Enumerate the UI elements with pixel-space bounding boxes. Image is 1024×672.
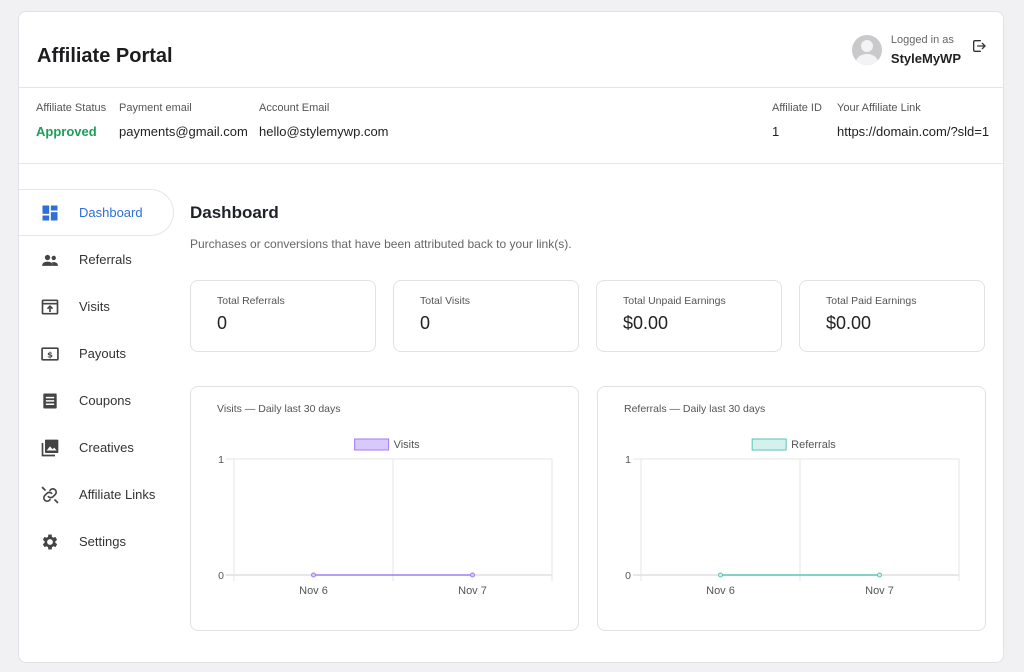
gear-icon [39, 531, 61, 553]
affiliate-link-label: Your Affiliate Link [837, 102, 921, 114]
y-tick-label: 1 [218, 454, 224, 466]
sidebar-item-settings[interactable]: Settings [19, 518, 174, 565]
logged-in-label: Logged in as [890, 34, 954, 46]
link-icon [39, 484, 61, 506]
data-point [311, 572, 316, 578]
sidebar-item-coupons[interactable]: Coupons [19, 377, 174, 424]
affiliate-info-bar: Affiliate Status Approved Payment email … [19, 88, 1003, 164]
sidebar-nav: Dashboard Referrals Visits $ Payouts Cou… [19, 189, 174, 565]
x-tick-label: Nov 7 [865, 585, 894, 597]
payment-email-label: Payment email [119, 102, 192, 114]
sidebar-item-label: Coupons [79, 393, 132, 408]
stat-card-total-referrals: Total Referrals 0 [190, 280, 376, 352]
people-icon [39, 249, 61, 271]
stat-card-total-visits: Total Visits 0 [393, 280, 579, 352]
stat-value: 0 [420, 313, 431, 333]
sidebar-item-visits[interactable]: Visits [19, 283, 174, 330]
dollar-icon: $ [39, 343, 61, 365]
stat-cards: Total Referrals 0 Total Visits 0 Total U… [190, 280, 987, 352]
stat-label: Total Referrals [217, 295, 285, 307]
chart-title: Referrals — Daily last 30 days [624, 403, 766, 415]
stat-label: Total Paid Earnings [826, 295, 917, 307]
affiliate-id: Affiliate ID 1 [772, 102, 822, 139]
sidebar-item-creatives[interactable]: Creatives [19, 424, 174, 471]
referrals-chart-card: Referrals — Daily last 30 days Referrals… [597, 386, 986, 631]
sidebar-item-referrals[interactable]: Referrals [19, 236, 174, 283]
sidebar-item-label: Payouts [79, 346, 126, 361]
header: Affiliate Portal Logged in as StyleMyWP [19, 12, 1003, 88]
data-point [877, 572, 882, 578]
visits-icon [39, 296, 61, 318]
main-content: Dashboard Purchases or conversions that … [190, 189, 987, 631]
chart-title: Visits — Daily last 30 days [217, 403, 341, 415]
x-tick-label: Nov 6 [299, 585, 328, 597]
y-tick-label: 0 [625, 570, 631, 582]
sidebar-item-payouts[interactable]: $ Payouts [19, 330, 174, 377]
affiliate-status-value: Approved [36, 124, 97, 139]
dashboard-heading: Dashboard [190, 203, 279, 222]
username: StyleMyWP [890, 51, 961, 66]
stat-value: $0.00 [623, 313, 669, 333]
stat-card-paid-earnings: Total Paid Earnings $0.00 [799, 280, 985, 352]
visits-chart: Visits 1 0 Nov 6 Nov 7 [218, 438, 553, 597]
affiliate-link-value[interactable]: https://domain.com/?sld=1 [837, 124, 990, 139]
dashboard-subtitle: Purchases or conversions that have been … [190, 237, 572, 251]
account-email-value: hello@stylemywp.com [259, 124, 389, 139]
referrals-chart: Referrals 1 0 Nov 6 Nov 7 [625, 438, 960, 597]
x-tick-label: Nov 7 [458, 585, 487, 597]
sidebar-item-label: Creatives [79, 440, 134, 455]
affiliate-link: Your Affiliate Link https://domain.com/?… [837, 102, 989, 139]
user-menu: Logged in as StyleMyWP [851, 34, 987, 66]
legend-swatch [354, 438, 390, 451]
legend-label: Visits [394, 439, 421, 451]
svg-text:$: $ [47, 349, 53, 359]
stat-card-unpaid-earnings: Total Unpaid Earnings $0.00 [596, 280, 782, 352]
data-point [470, 572, 475, 578]
image-icon [39, 437, 61, 459]
sidebar-item-dashboard[interactable]: Dashboard [19, 189, 174, 236]
sidebar-item-label: Affiliate Links [79, 487, 156, 502]
charts-row: Visits — Daily last 30 days Visits 1 0 Nov … [190, 386, 987, 631]
affiliate-status: Affiliate Status Approved [36, 102, 106, 139]
sidebar-item-label: Visits [79, 299, 110, 314]
x-tick-label: Nov 6 [706, 585, 735, 597]
coupon-icon [39, 390, 61, 412]
user-info: Logged in as StyleMyWP [891, 34, 961, 66]
legend-swatch [751, 438, 787, 451]
portal-frame: Affiliate Portal Logged in as StyleMyWP … [18, 11, 1004, 663]
avatar[interactable] [851, 35, 882, 65]
affiliate-id-value: 1 [772, 124, 780, 139]
account-email-label: Account Email [259, 102, 330, 114]
sidebar-item-label: Dashboard [79, 205, 143, 220]
stat-value: $0.00 [826, 313, 872, 333]
payment-email-value: payments@gmail.com [119, 124, 248, 139]
data-point [718, 572, 723, 578]
visits-chart-card: Visits — Daily last 30 days Visits 1 0 Nov … [190, 386, 579, 631]
stat-label: Total Unpaid Earnings [623, 295, 726, 307]
y-tick-label: 1 [625, 454, 631, 466]
dashboard-icon [39, 202, 61, 224]
legend-label: Referrals [791, 439, 836, 451]
payment-email: Payment email payments@gmail.com [119, 102, 248, 139]
sidebar-item-label: Referrals [79, 252, 132, 267]
sidebar-item-label: Settings [79, 534, 126, 549]
sidebar-item-affiliate-links[interactable]: Affiliate Links [19, 471, 174, 518]
affiliate-id-label: Affiliate ID [772, 102, 822, 114]
stat-value: 0 [217, 313, 228, 333]
stat-label: Total Visits [420, 295, 470, 307]
logout-icon[interactable] [971, 38, 987, 54]
y-tick-label: 0 [218, 570, 224, 582]
affiliate-status-label: Affiliate Status [36, 102, 107, 114]
account-email: Account Email hello@stylemywp.com [259, 102, 389, 139]
page-title: Affiliate Portal [37, 45, 173, 67]
